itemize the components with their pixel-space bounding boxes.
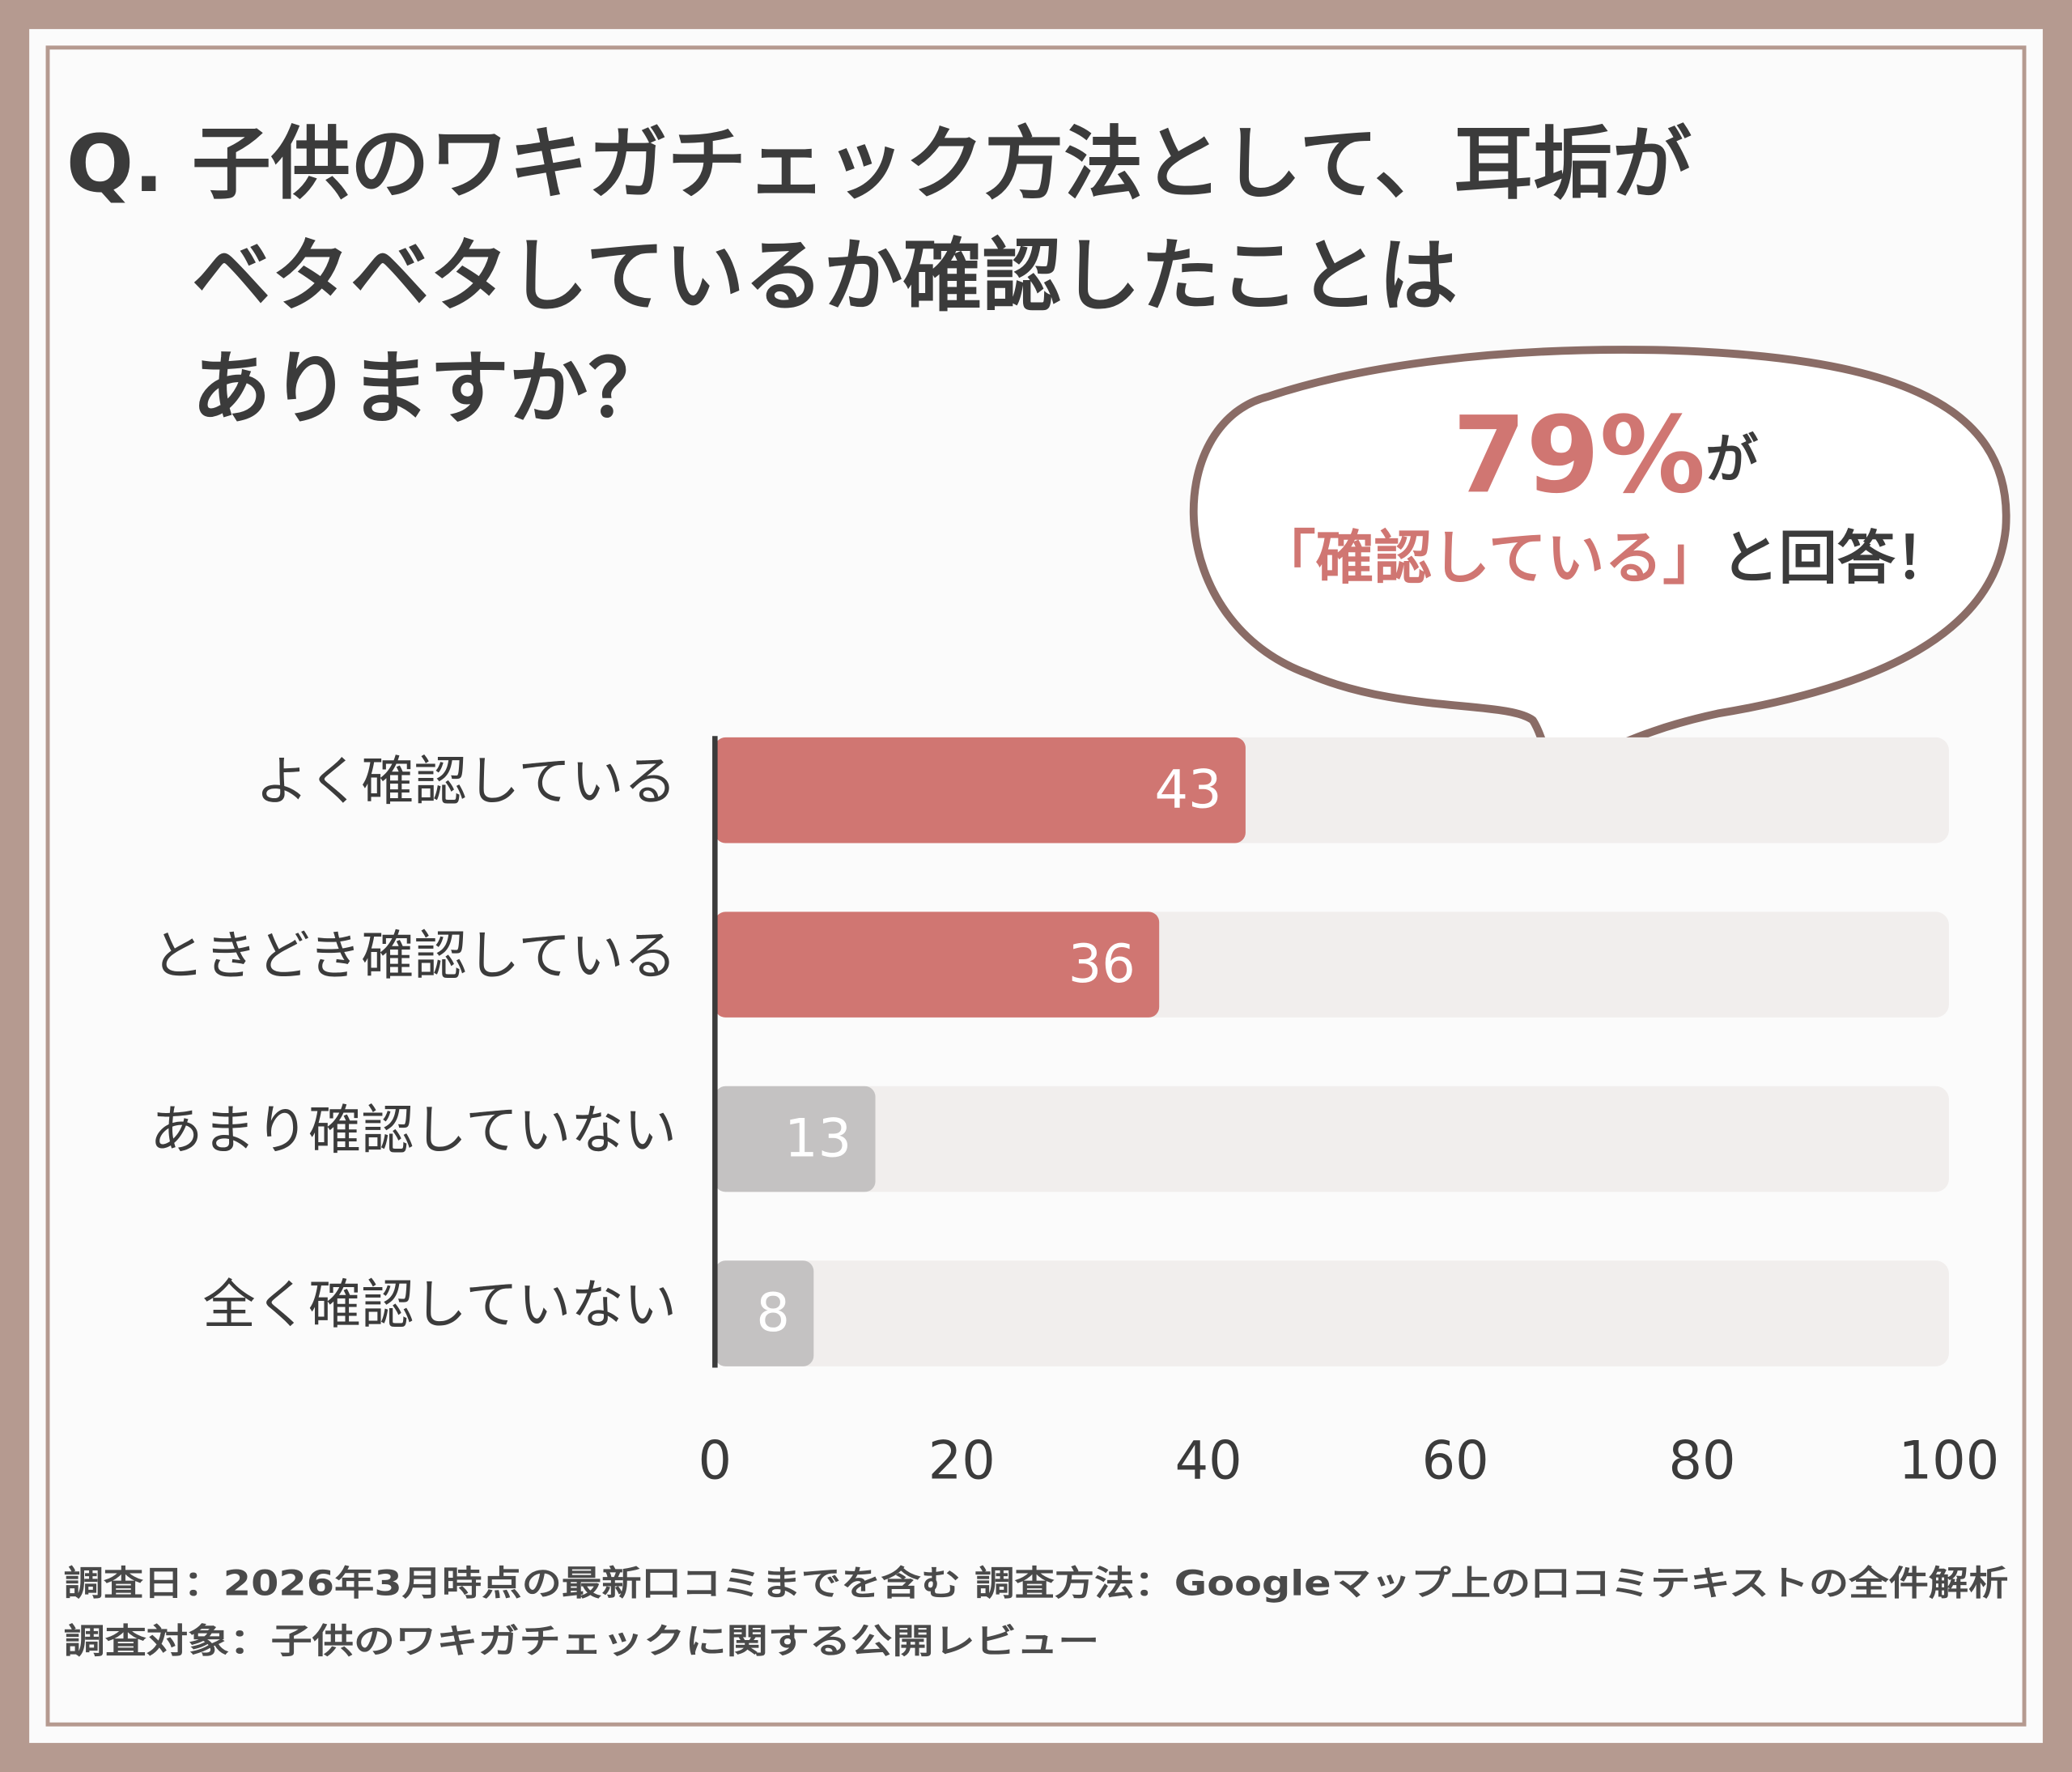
category-label: ときどき確認している	[151, 925, 677, 987]
x-tick-label: 20	[928, 1430, 996, 1492]
value-label: 13	[784, 1107, 851, 1169]
callout-suffix: が	[1705, 428, 1758, 490]
x-tick-label: 60	[1422, 1430, 1489, 1492]
bar-track	[715, 1260, 1949, 1366]
x-tick-label: 100	[1899, 1430, 2000, 1492]
title-line: ベタベタしているか確認したことは	[192, 231, 1458, 323]
callout-line-2: 「確認している」と回答！	[1258, 523, 1954, 591]
callout-quote-suffix: と回答！	[1721, 523, 1953, 591]
bar	[715, 1260, 814, 1366]
title-line: 子供のワキガチェック方法として、耳垢が	[192, 118, 1692, 210]
inner-border	[45, 45, 2027, 1727]
footnote: 調査日：2026年3月時点の最新口コミまでを含む 調査方法：Googleマップ上…	[64, 1564, 2009, 1604]
bar	[715, 1086, 876, 1192]
panel	[29, 28, 2043, 1744]
bar	[715, 737, 1246, 844]
x-tick-label: 0	[698, 1430, 732, 1492]
value-label: 36	[1068, 933, 1136, 995]
callout-highlight: 79%	[1453, 393, 1706, 516]
category-label: あまり確認していない	[150, 1100, 677, 1162]
question-prefix: Q.	[66, 118, 163, 210]
title-line: ありますか？	[192, 342, 668, 435]
x-tick-label: 80	[1668, 1430, 1735, 1492]
value-label: 43	[1154, 759, 1221, 820]
x-tick-label: 40	[1175, 1430, 1242, 1492]
callout-line-1: 79%が	[1453, 393, 1759, 516]
value-label: 8	[756, 1282, 790, 1344]
callout-quote: 「確認している」	[1258, 523, 1721, 591]
category-label: 全く確認していない	[202, 1274, 677, 1336]
bar	[715, 911, 1160, 1018]
bar-track	[715, 1086, 1949, 1192]
speech-bubble	[1189, 346, 2010, 764]
category-label: よく確認している	[256, 751, 677, 813]
footnote: 調査対象：子供のワキガチェックに関する公開レビュー	[64, 1622, 1100, 1662]
